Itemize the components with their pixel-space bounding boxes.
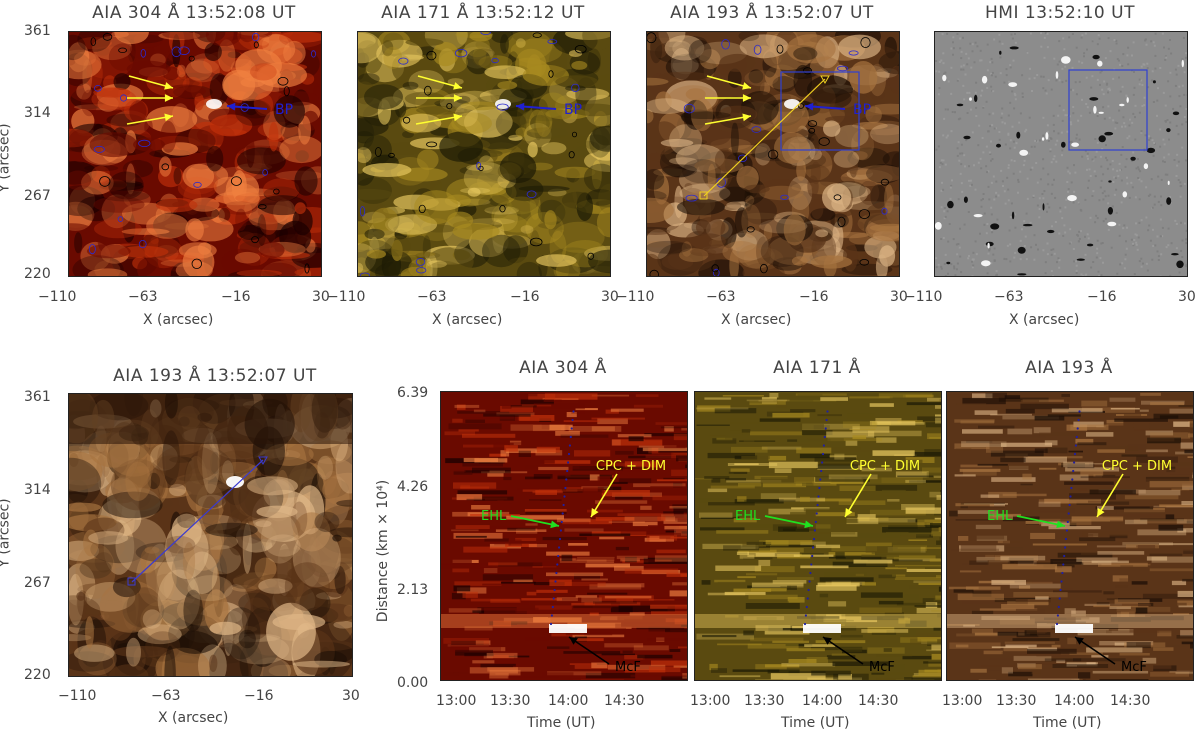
td-xtick: 14:30 xyxy=(1110,693,1151,709)
top-xtick: −110 xyxy=(327,289,366,305)
zoom-ytick: 267 xyxy=(24,575,51,591)
bp-label: BP xyxy=(275,102,293,118)
top-xtick: 30 xyxy=(601,289,619,305)
td-xlabel: Time (UT) xyxy=(1033,715,1102,731)
zoom-xtick: 30 xyxy=(342,688,360,704)
ehl-label: EHL xyxy=(735,509,761,524)
top-xtick: −16 xyxy=(510,289,540,305)
td-xtick: 13:00 xyxy=(690,693,731,709)
td-xtick: 14:00 xyxy=(802,693,843,709)
mcf-label: McF xyxy=(615,660,641,675)
bp-label: BP xyxy=(564,102,582,118)
td-panel-image: CPC + DIM EHL McF xyxy=(440,391,688,681)
top-xtick: −110 xyxy=(616,289,655,305)
td-xtick: 13:30 xyxy=(996,693,1037,709)
mcf-label: McF xyxy=(1121,660,1147,675)
td-xtick: 13:00 xyxy=(436,693,477,709)
td-ylabel: Distance (km × 10⁴) xyxy=(375,479,392,623)
top-xtick: −63 xyxy=(417,289,447,305)
zoom-ylabel: Y (arcsec) xyxy=(0,498,13,567)
td-xlabel: Time (UT) xyxy=(527,715,596,731)
top-xtick: −16 xyxy=(221,289,251,305)
top-xlabel: X (arcsec) xyxy=(1009,312,1080,328)
top-panel-image: BP xyxy=(646,31,900,277)
top-xlabel: X (arcsec) xyxy=(143,312,214,328)
top-ytick: 361 xyxy=(24,23,51,39)
td-panel-svg: CPC + DIM EHL McF xyxy=(947,392,1193,680)
td-panel-image: CPC + DIM EHL McF xyxy=(946,391,1194,681)
top-xtick: −63 xyxy=(994,289,1024,305)
ehl-label: EHL xyxy=(987,509,1013,524)
top-panel-title: AIA 193 Å 13:52:07 UT xyxy=(670,3,874,23)
td-panel-svg: CPC + DIM EHL McF xyxy=(695,392,941,680)
top-panel-title: AIA 171 Å 13:52:12 UT xyxy=(381,3,585,23)
td-panel-svg: CPC + DIM EHL McF xyxy=(441,392,687,680)
td-ytick: 6.39 xyxy=(397,385,429,401)
zoom-panel-title: AIA 193 Å 13:52:07 UT xyxy=(113,366,317,386)
top-xtick: −16 xyxy=(799,289,829,305)
top-panel-title: AIA 304 Å 13:52:08 UT xyxy=(92,3,296,23)
top-panel-svg: BP xyxy=(647,32,899,276)
td-xtick: 13:30 xyxy=(490,693,531,709)
zoom-xlabel: X (arcsec) xyxy=(158,710,229,726)
td-ytick: 4.26 xyxy=(397,479,429,495)
zoom-xtick: −110 xyxy=(58,688,97,704)
td-panel-image: CPC + DIM EHL McF xyxy=(694,391,942,681)
zoom-ytick: 361 xyxy=(24,389,51,405)
zoom-ytick: 314 xyxy=(24,482,51,498)
top-xtick: −110 xyxy=(38,289,77,305)
td-xtick: 14:00 xyxy=(548,693,589,709)
top-panel-title: HMI 13:52:10 UT xyxy=(985,3,1135,23)
zoom-xtick: −63 xyxy=(151,688,181,704)
ehl-label: EHL xyxy=(481,509,507,524)
td-xtick: 14:30 xyxy=(858,693,899,709)
top-panel-svg xyxy=(935,32,1187,276)
cpc-dim-label: CPC + DIM xyxy=(596,459,666,474)
td-xlabel: Time (UT) xyxy=(781,715,850,731)
zoom-panel-image xyxy=(68,393,353,677)
td-ytick: 2.13 xyxy=(397,582,429,598)
top-panel-image: BP xyxy=(357,31,611,277)
td-xtick: 13:00 xyxy=(942,693,983,709)
top-xtick: −63 xyxy=(128,289,158,305)
td-panel-title: AIA 171 Å xyxy=(773,358,861,378)
top-panel-svg: BP xyxy=(358,32,610,276)
top-ytick: 314 xyxy=(24,105,51,121)
zoom-ytick: 220 xyxy=(24,667,51,683)
td-panel-title: AIA 193 Å xyxy=(1025,358,1113,378)
top-ylabel: Y (arcsec) xyxy=(0,123,13,192)
top-xtick: 30 xyxy=(890,289,908,305)
top-xtick: −16 xyxy=(1087,289,1117,305)
top-xlabel: X (arcsec) xyxy=(721,312,792,328)
top-xtick: 30 xyxy=(312,289,330,305)
td-xtick: 14:30 xyxy=(604,693,645,709)
td-panel-title: AIA 304 Å xyxy=(519,358,607,378)
cpc-dim-label: CPC + DIM xyxy=(850,459,920,474)
top-xtick: −63 xyxy=(706,289,736,305)
mcf-label: McF xyxy=(869,660,895,675)
td-ytick: 0.00 xyxy=(397,675,429,691)
top-xtick: 30 xyxy=(1178,289,1196,305)
zoom-xtick: −16 xyxy=(244,688,274,704)
top-ytick: 267 xyxy=(24,188,51,204)
top-panel-image: BP xyxy=(68,31,322,277)
top-ytick: 220 xyxy=(24,266,51,282)
top-panel-image xyxy=(934,31,1188,277)
td-xtick: 13:30 xyxy=(744,693,785,709)
bp-label: BP xyxy=(853,102,871,118)
td-xtick: 14:00 xyxy=(1054,693,1095,709)
zoom-image-svg xyxy=(69,394,352,676)
top-xlabel: X (arcsec) xyxy=(432,312,503,328)
top-panel-svg: BP xyxy=(69,32,321,276)
cpc-dim-label: CPC + DIM xyxy=(1102,459,1172,474)
top-xtick: −110 xyxy=(904,289,943,305)
